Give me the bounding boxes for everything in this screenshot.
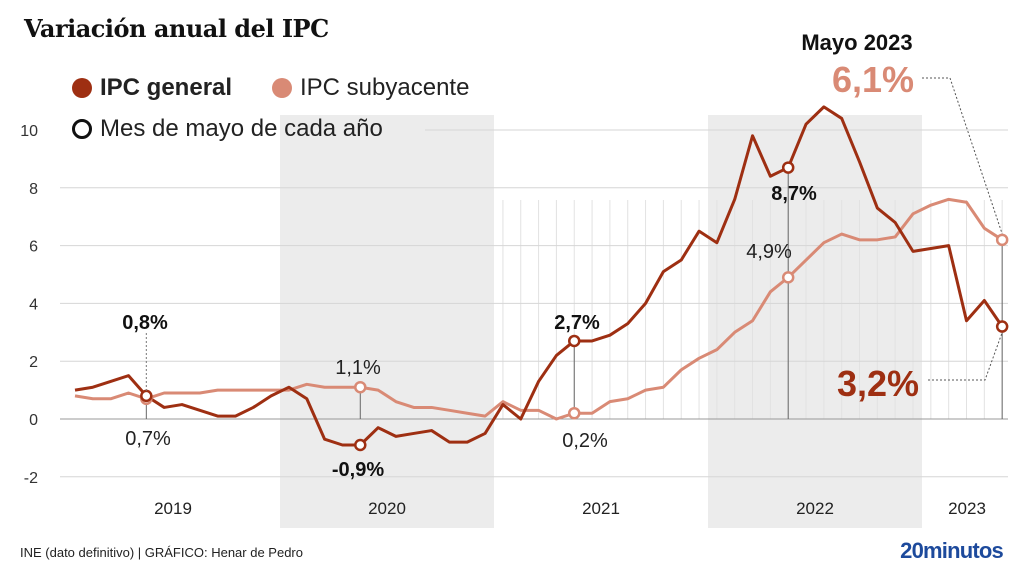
annotation-2023-general: 3,2% [837,363,919,404]
leader-line [922,77,1003,234]
leader-line [928,332,1003,381]
annotation-2021-subyacente: 0,2% [562,430,608,452]
legend-label-general: IPC general [100,74,233,101]
annotation-2021-general: 2,7% [554,312,600,334]
subyacente-swatch-icon [272,78,292,98]
year-band-2020 [280,115,494,528]
may-point-general [995,320,1009,333]
annotation-2019-general: 0,8% [122,312,168,334]
line-subyacente [74,197,1003,421]
highlight-title: Mayo 2023 [801,30,912,55]
x-tick-label: 2021 [582,499,620,518]
x-tick-label: 2022 [796,499,834,518]
year-band-2022 [708,115,922,528]
may-point-general [781,161,795,174]
y-tick-label: 0 [29,412,38,429]
legend-item-mayo: Mes de mayo de cada año [72,115,383,143]
may-marker-icon [72,119,92,139]
may-point-subyacente [567,406,581,420]
legend-item-general: IPC general [72,74,232,102]
annotation-2019-subyacente: 0,7% [125,428,171,450]
y-tick-label: -2 [24,470,38,487]
annotation-2023-subyacente: 6,1% [832,59,914,100]
x-tick-label: 2020 [368,499,406,518]
annotation-2020-subyacente: 1,1% [335,357,381,379]
y-tick-label: 8 [29,181,38,198]
y-tick-label: 2 [29,354,38,371]
general-swatch-icon [72,78,92,98]
logo-20minutos[interactable]: 20minutos [900,538,1004,563]
chart-title: Variación anual del IPC [24,14,329,43]
line-general [74,105,1004,447]
may-point-subyacente [995,233,1009,247]
annotation-2022-general: 8,7% [771,183,817,205]
legend-label-mayo: Mes de mayo de cada año [100,115,383,142]
footer-source: INE (dato definitivo) | GRÁFICO: Henar d… [20,545,303,560]
may-point-subyacente [354,380,367,394]
may-point-general [354,438,367,452]
legend-label-subyacente: IPC subyacente [300,74,470,101]
annotation-2020-general: -0,9% [332,459,384,481]
y-tick-label: 6 [29,239,38,256]
y-tick-label: 10 [20,123,38,140]
x-tick-label: 2019 [154,499,192,518]
annotation-2022-subyacente: 4,9% [746,241,792,263]
x-tick-label: 2023 [948,499,986,518]
may-point-subyacente [781,271,795,284]
may-point-general [140,389,153,403]
may-point-general [567,334,581,348]
legend-item-subyacente: IPC subyacente [272,74,469,102]
y-tick-label: 4 [29,296,38,313]
